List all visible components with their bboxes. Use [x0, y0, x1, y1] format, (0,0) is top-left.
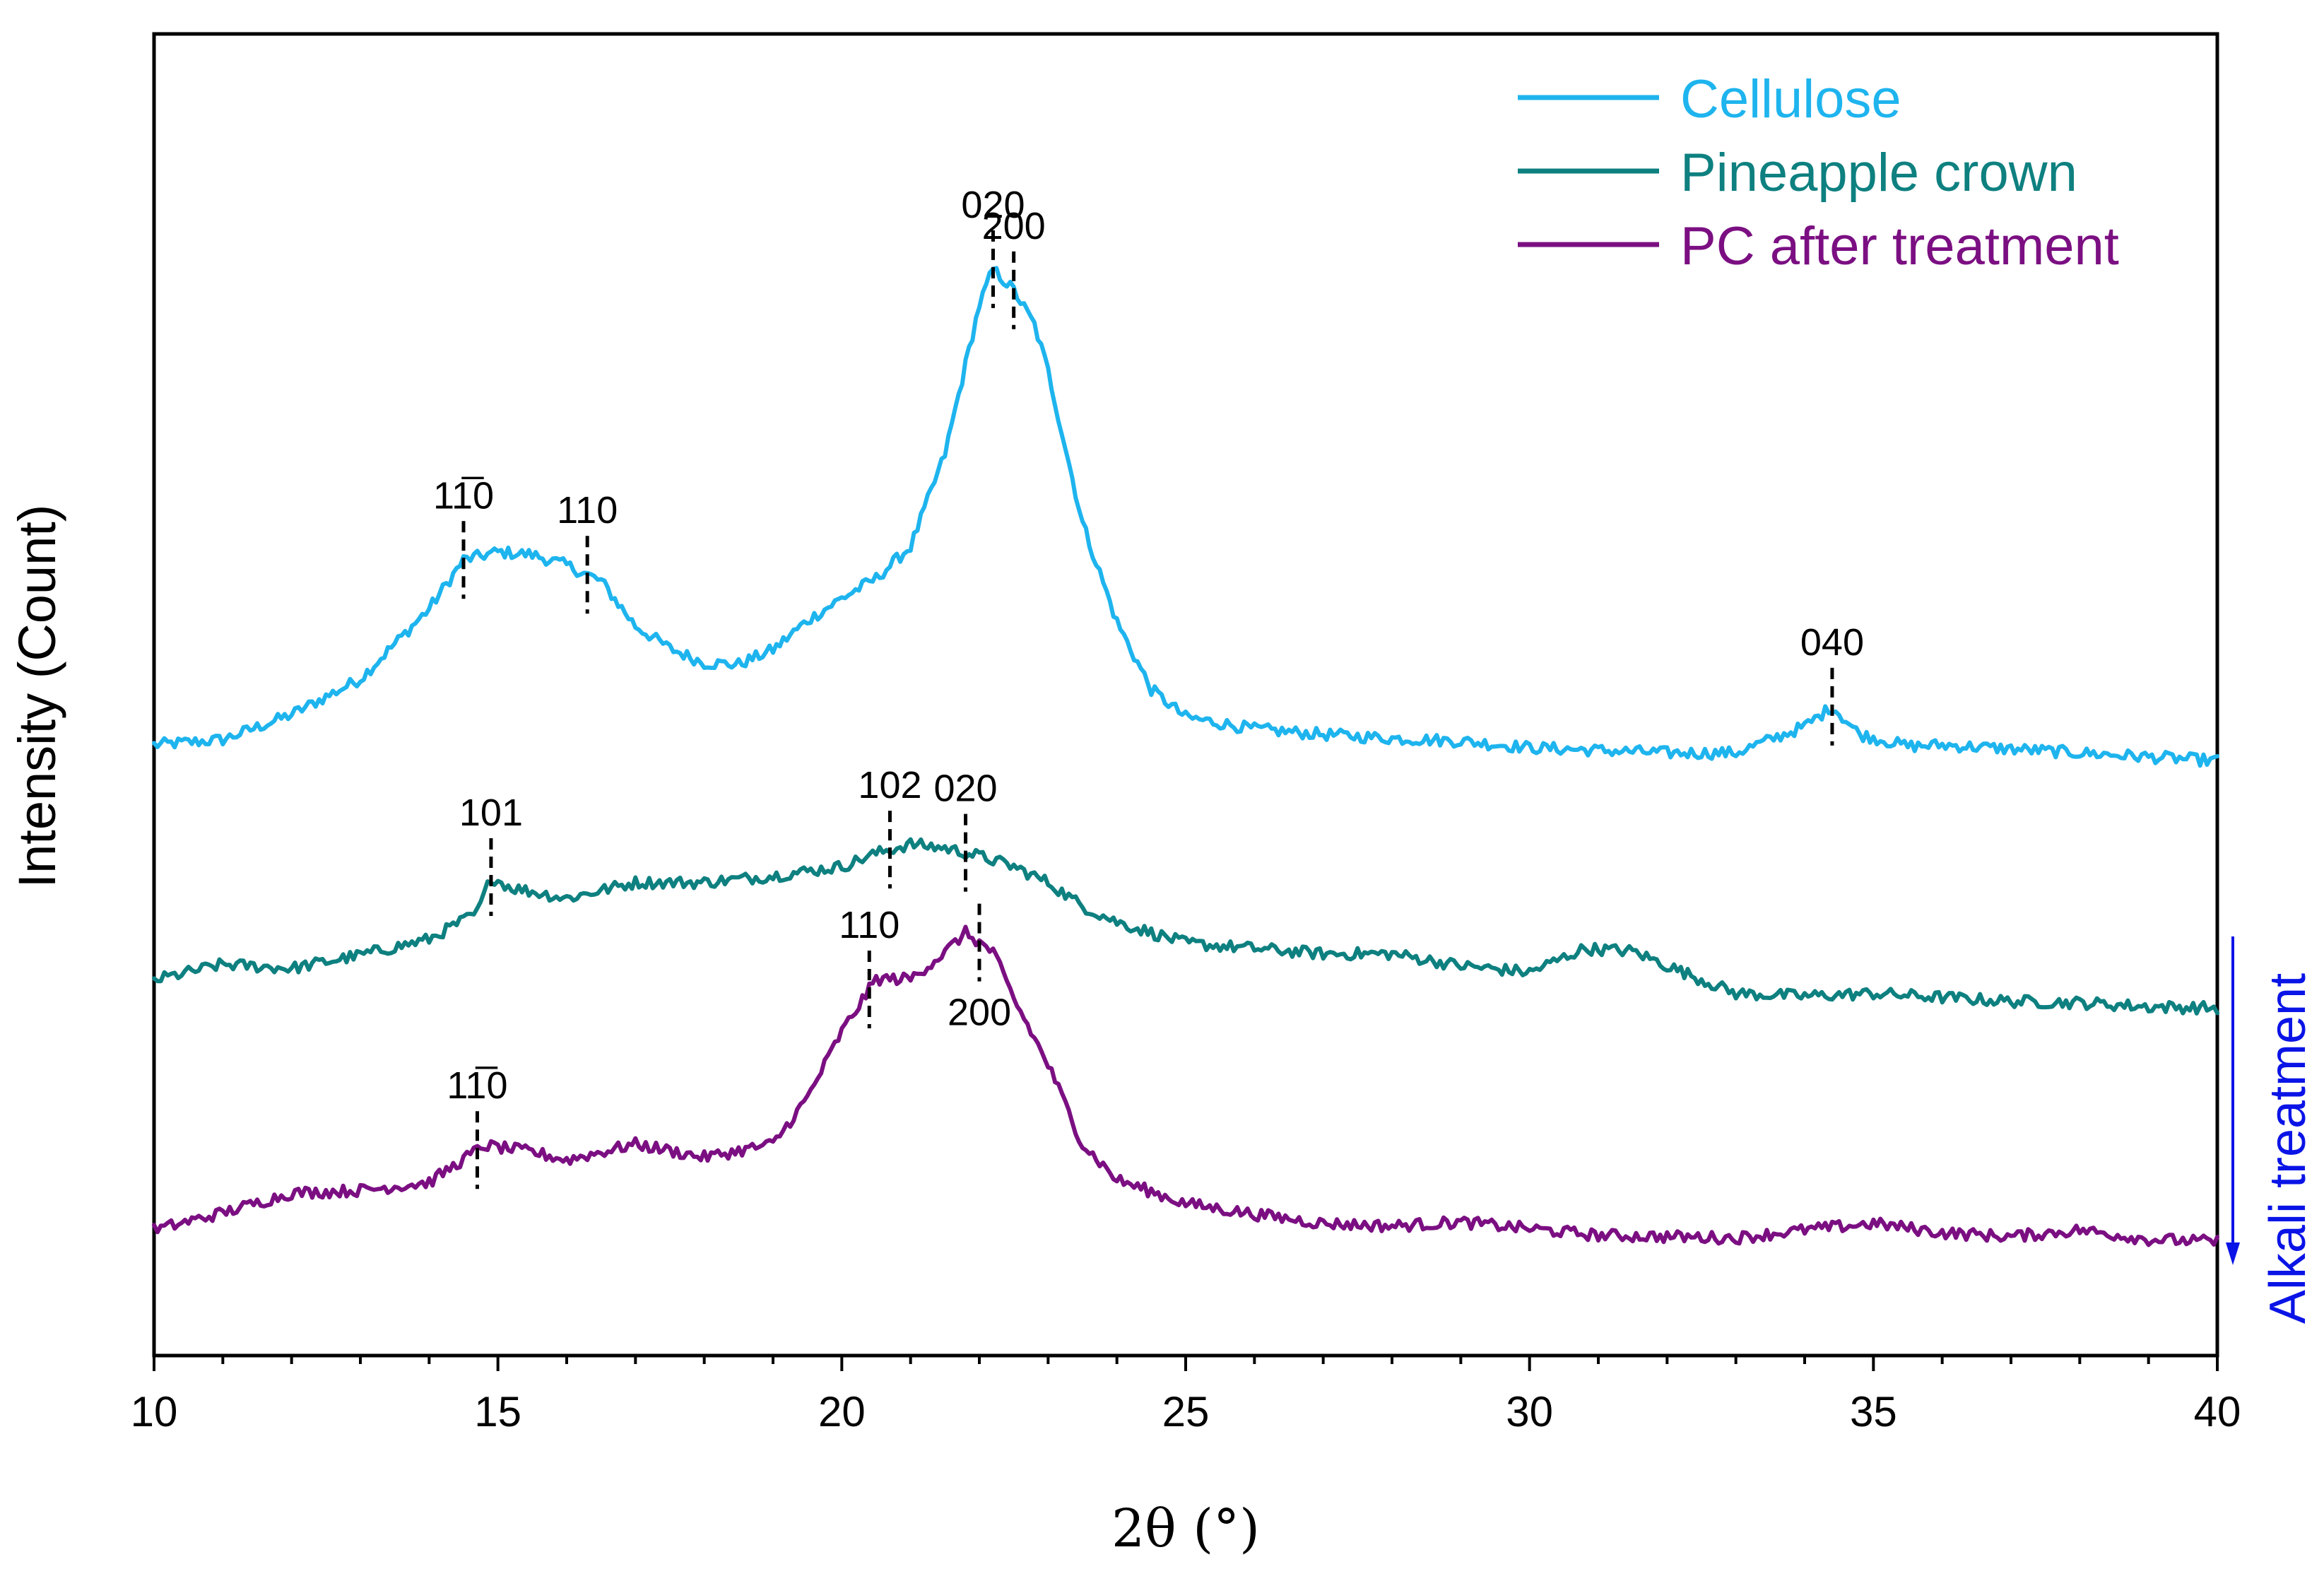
- series-line-pineapple-crown: [152, 837, 2219, 1016]
- treatment-arrow-head: [2226, 1242, 2240, 1265]
- x-tick-label: 10: [131, 1388, 178, 1435]
- x-tick-label: 30: [1506, 1388, 1553, 1435]
- peak-label: 040: [1800, 621, 1864, 664]
- x-tick-label: 15: [474, 1388, 521, 1435]
- x-axis: 10 15 20 25 30 35 40: [131, 1356, 2241, 1435]
- x-tick-label: 25: [1162, 1388, 1210, 1435]
- legend: Cellulose Pineapple crown PC after treatme…: [1518, 69, 2119, 276]
- peak-label: 110: [557, 489, 618, 531]
- peak-label: 110: [839, 904, 899, 946]
- peak-label: 200: [982, 205, 1046, 247]
- legend-label: Pineapple crown: [1680, 143, 2077, 203]
- x-axis-title: 2θ (°): [1111, 1498, 1260, 1559]
- peak-label: 101: [459, 792, 523, 834]
- series-line-cellulose: [152, 266, 2219, 768]
- treatment-label: Alkali treatment: [2260, 973, 2316, 1324]
- legend-label: Cellulose: [1680, 69, 1901, 129]
- peak-label: 11̅0: [447, 1064, 507, 1107]
- y-axis-title: Intensity (Count): [8, 505, 66, 888]
- x-tick-label: 20: [818, 1388, 866, 1435]
- peak-label: 102: [858, 764, 921, 806]
- peak-label: 200: [948, 992, 1011, 1034]
- legend-label: PC after treatment: [1680, 216, 2119, 276]
- x-tick-label: 40: [2194, 1388, 2241, 1435]
- peak-label: 11̅0: [433, 474, 494, 517]
- series-layer: [152, 266, 2219, 1247]
- peak-label: 020: [961, 184, 1025, 226]
- peak-label: 020: [933, 768, 997, 810]
- x-tick-label: 35: [1850, 1388, 1897, 1435]
- series-line-pc-after-treatment: [152, 924, 2219, 1247]
- alkali-treatment-annotation: Alkali treatment: [2226, 936, 2316, 1324]
